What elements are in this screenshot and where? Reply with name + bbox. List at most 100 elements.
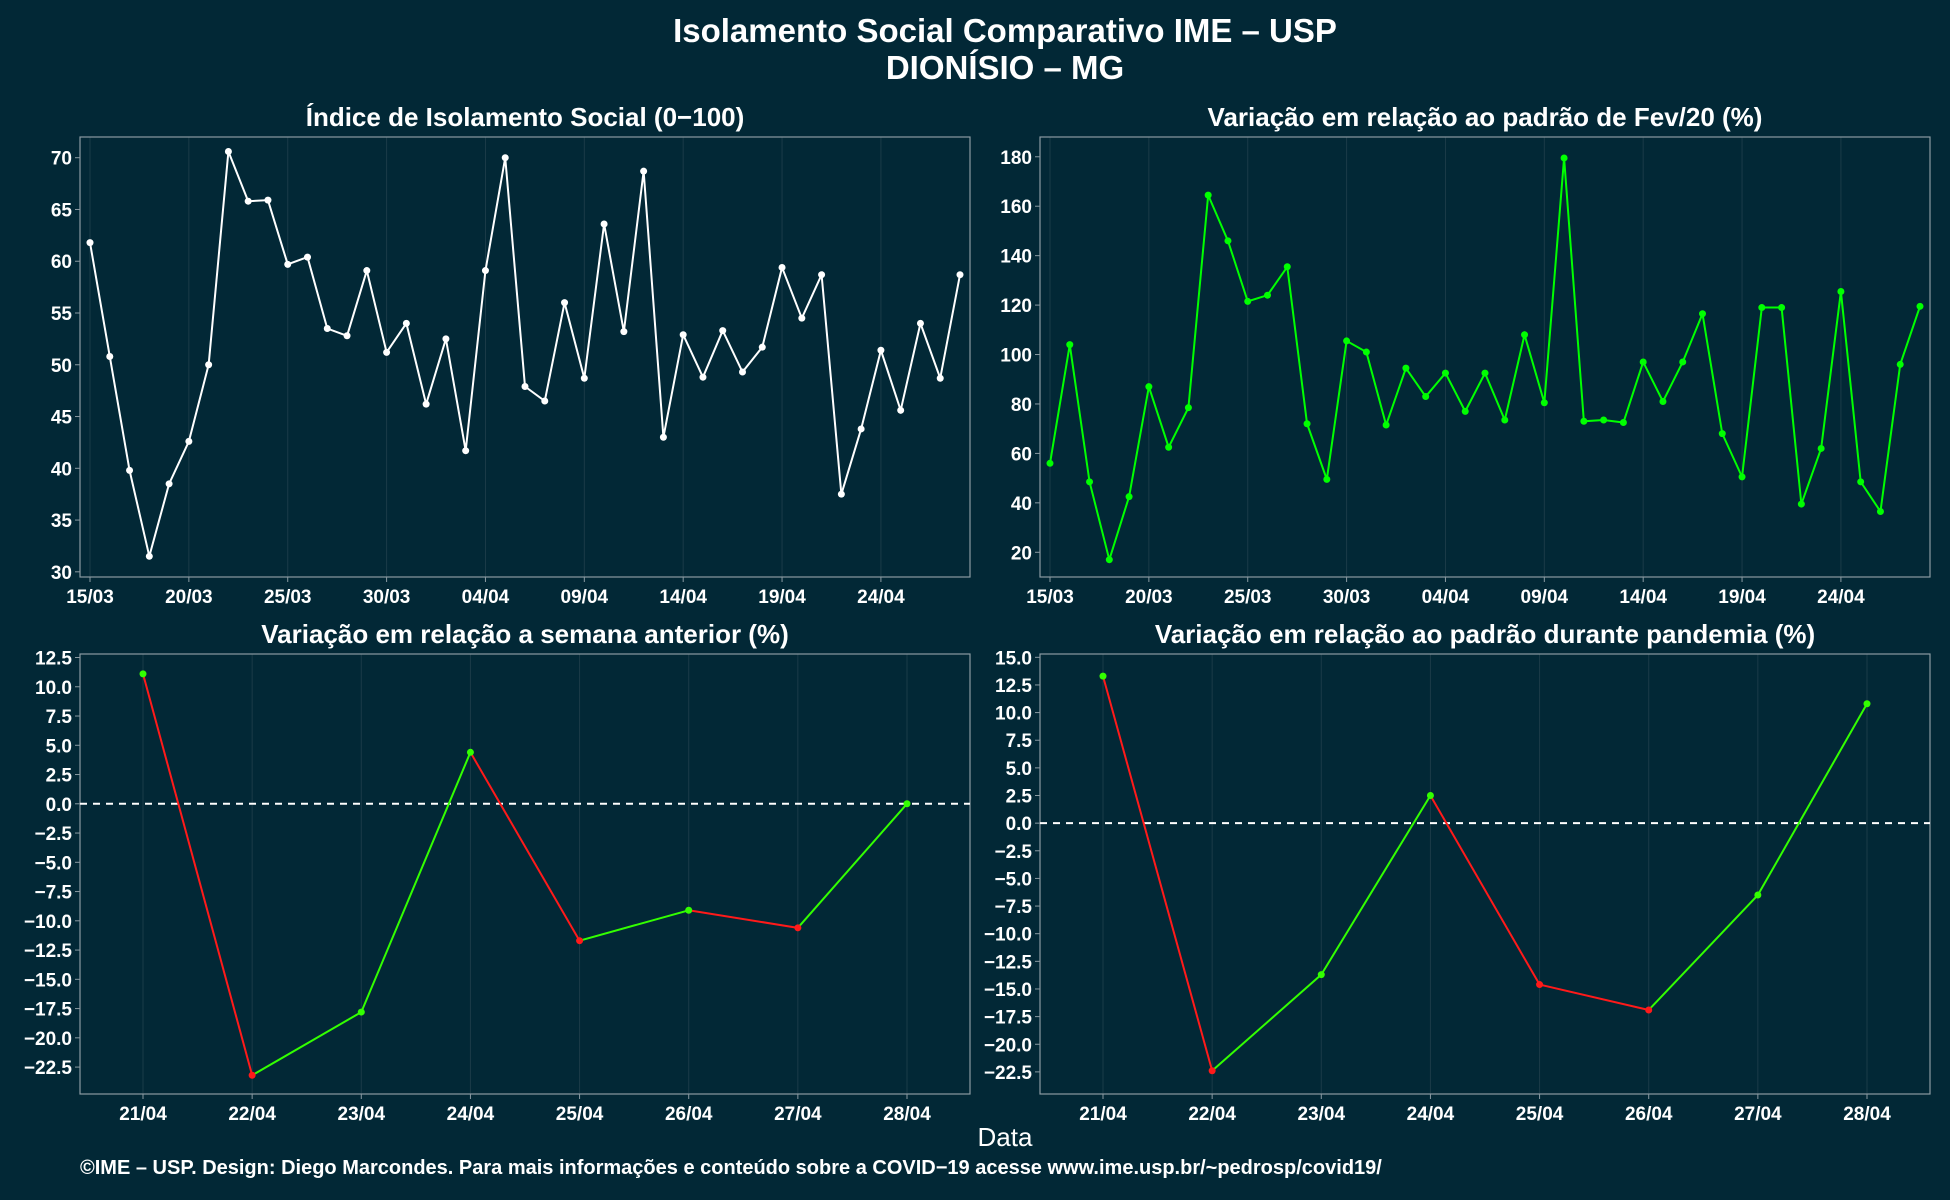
data-point — [1208, 1067, 1216, 1075]
series-segment — [1429, 795, 1541, 986]
series-segment — [469, 751, 581, 942]
y-tick-label: −20.0 — [24, 1029, 72, 1050]
y-tick-label: −20.0 — [984, 1035, 1032, 1056]
y-tick-label: −7.5 — [994, 897, 1032, 918]
data-point — [794, 924, 802, 932]
data-point — [1758, 304, 1766, 312]
y-tick-label: 55 — [51, 304, 73, 325]
x-axis-label: Data — [977, 1122, 1033, 1152]
data-point — [264, 196, 272, 204]
x-tick-label: 23/04 — [1298, 1104, 1346, 1125]
y-tick-label: 120 — [1000, 296, 1032, 317]
chart-panel-1: Índice de Isolamento Social (0−100) 30 35 4… — [51, 102, 971, 608]
series-segment — [142, 673, 254, 1076]
data-point — [1699, 310, 1706, 318]
y-tick-label: 40 — [1011, 494, 1032, 515]
panel-border — [79, 653, 971, 1095]
y-tick-label: 15.0 — [995, 648, 1032, 669]
y-tick-label: 60 — [1011, 444, 1032, 465]
data-point — [1066, 341, 1074, 349]
data-point — [1323, 475, 1331, 483]
data-point — [1896, 360, 1904, 368]
data-point — [719, 327, 727, 335]
x-tick-label: 21/04 — [1079, 1104, 1127, 1125]
y-tick-label: 100 — [1000, 346, 1032, 367]
data-point — [1501, 416, 1509, 424]
data-point — [679, 331, 687, 339]
data-point — [343, 332, 351, 340]
y-tick-label: −10.0 — [24, 912, 72, 933]
chart-panel-4: Variação em relação ao padrão durante pa… — [984, 619, 1931, 1125]
x-tick-label: 25/04 — [556, 1104, 604, 1125]
data-point — [600, 220, 608, 228]
data-point — [758, 343, 766, 351]
data-point — [1317, 971, 1325, 979]
data-point — [126, 466, 134, 474]
series-segment — [688, 909, 799, 929]
data-point — [1343, 337, 1351, 345]
y-tick-label: −10.0 — [984, 925, 1032, 946]
data-point — [561, 299, 569, 307]
y-tick-label: 2.5 — [1006, 787, 1033, 808]
data-point — [1204, 191, 1212, 199]
y-tick-label: −2.5 — [34, 824, 72, 845]
x-tick-label: 27/04 — [1734, 1104, 1782, 1125]
y-tick-label: 12.5 — [35, 649, 72, 670]
y-tick-label: 70 — [51, 149, 72, 170]
data-point — [897, 406, 905, 414]
data-point — [1402, 364, 1410, 372]
data-point — [165, 480, 173, 488]
data-point — [576, 937, 584, 945]
y-tick-label: 160 — [1000, 197, 1032, 218]
data-point — [1837, 287, 1845, 295]
data-point — [1639, 358, 1647, 366]
x-tick-label: 25/04 — [1516, 1104, 1564, 1125]
panel-title: Variação em relação ao padrão durante pa… — [1155, 619, 1815, 649]
x-tick-label: 19/04 — [758, 587, 806, 608]
x-tick-label: 25/03 — [1224, 587, 1272, 608]
series-segment — [251, 1011, 362, 1077]
y-tick-label: 80 — [1011, 395, 1032, 416]
panel-border — [1039, 653, 1931, 1095]
x-tick-label: 15/03 — [1026, 587, 1074, 608]
data-point — [659, 433, 667, 441]
x-tick-label: 19/04 — [1718, 587, 1766, 608]
data-point — [1536, 981, 1544, 989]
data-point — [580, 374, 588, 382]
series-line — [89, 151, 961, 557]
panel-title: Variação em relação a semana anterior (%… — [261, 619, 789, 649]
data-point — [501, 154, 509, 162]
x-tick-label: 24/04 — [857, 587, 905, 608]
y-tick-label: 30 — [51, 563, 72, 584]
series-segment — [1647, 894, 1759, 1011]
x-tick-label: 24/04 — [447, 1104, 495, 1125]
y-tick-label: −12.5 — [24, 941, 73, 962]
data-point — [1817, 444, 1825, 452]
data-point — [1580, 417, 1588, 425]
y-tick-label: 50 — [51, 356, 72, 377]
y-tick-label: −7.5 — [34, 883, 72, 904]
chart-panel-3: Variação em relação a semana anterior (%… — [24, 619, 971, 1125]
x-tick-label: 30/03 — [1323, 587, 1371, 608]
data-point — [185, 437, 193, 445]
data-point — [1125, 493, 1133, 501]
data-point — [877, 346, 885, 354]
data-point — [818, 271, 826, 279]
y-tick-label: 140 — [1000, 247, 1032, 268]
data-point — [1718, 430, 1726, 438]
x-tick-label: 21/04 — [119, 1104, 167, 1125]
data-point — [1046, 459, 1054, 467]
data-point — [1916, 302, 1924, 310]
y-tick-label: 7.5 — [46, 707, 73, 728]
y-tick-label: 7.5 — [1006, 731, 1033, 752]
x-tick-label: 27/04 — [774, 1104, 822, 1125]
data-point — [1876, 507, 1884, 515]
data-point — [640, 167, 648, 175]
data-point — [857, 425, 865, 433]
data-point — [1303, 420, 1311, 428]
data-point — [106, 352, 114, 360]
x-tick-label: 28/04 — [1843, 1104, 1891, 1125]
main-title-line2: DIONÍSIO – MG — [885, 49, 1125, 86]
x-tick-label: 24/04 — [1817, 587, 1865, 608]
